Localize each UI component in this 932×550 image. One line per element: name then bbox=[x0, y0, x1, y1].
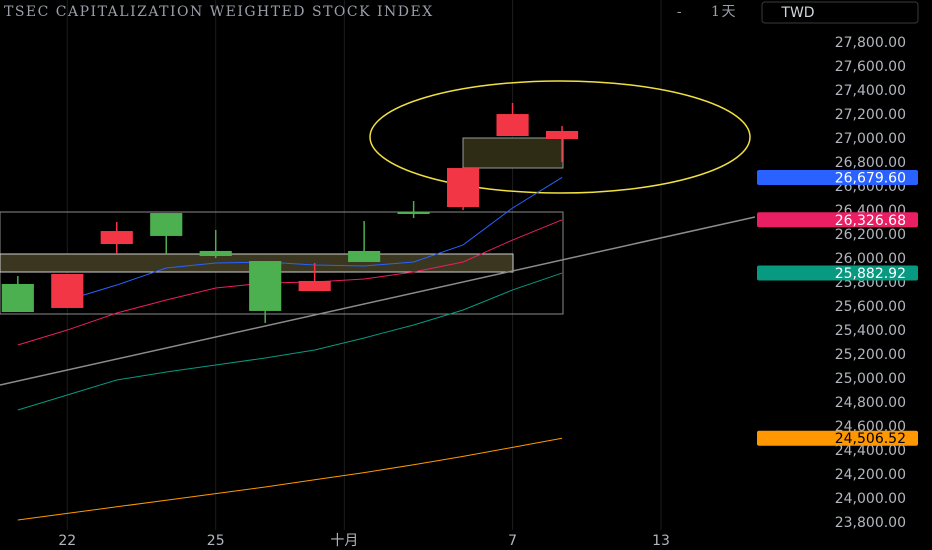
highlight-ellipse bbox=[369, 80, 751, 194]
y-tick-label: 24,400.00 bbox=[835, 443, 906, 459]
price-badge bbox=[757, 212, 918, 228]
candle-body bbox=[199, 250, 232, 256]
candle-body bbox=[447, 168, 480, 208]
trend-line bbox=[0, 216, 756, 386]
y-tick-label: 27,200.00 bbox=[835, 107, 906, 123]
x-tick-label: 7 bbox=[508, 533, 517, 549]
title-separator: - bbox=[677, 4, 683, 20]
moving-average-line bbox=[17, 437, 563, 521]
y-tick-label: 27,800.00 bbox=[835, 35, 906, 51]
x-tick-label: 22 bbox=[58, 533, 76, 549]
y-tick-label: 25,400.00 bbox=[835, 323, 906, 339]
y-tick-label: 26,800.00 bbox=[835, 155, 906, 171]
candle-body bbox=[545, 130, 579, 139]
candle-body bbox=[100, 231, 133, 244]
candle-body bbox=[348, 250, 381, 262]
price-badge-label: 26,679.60 bbox=[835, 170, 906, 186]
price-axis: 22 25 十月 7 13 23,800.00 24,000.00 24,200.00 24,4… bbox=[58, 35, 906, 549]
candle-body bbox=[397, 211, 430, 214]
range-box bbox=[0, 211, 564, 315]
candle-body bbox=[249, 261, 282, 311]
price-badge-label: 24,506.52 bbox=[835, 431, 906, 447]
y-tick-label: 25,000.00 bbox=[835, 371, 906, 387]
y-tick-label: 24,800.00 bbox=[835, 395, 906, 411]
moving-average-line bbox=[17, 219, 563, 346]
candles bbox=[1, 103, 579, 323]
y-tick-label: 23,800.00 bbox=[835, 515, 906, 531]
currency-button[interactable] bbox=[761, 1, 919, 24]
y-tick-label: 25,600.00 bbox=[835, 299, 906, 315]
candle-body bbox=[1, 283, 34, 313]
price-badges: 26,679.60 26,326.68 25,882.92 24,506.52 bbox=[757, 169, 918, 447]
currency[interactable]: TWD bbox=[780, 5, 814, 21]
candle-body bbox=[298, 280, 331, 292]
price-badge-label: 25,882.92 bbox=[835, 266, 906, 282]
candle-body bbox=[150, 213, 183, 236]
gap-box bbox=[462, 137, 564, 169]
y-tick-label: 25,200.00 bbox=[835, 347, 906, 363]
y-tick-label: 27,000.00 bbox=[835, 131, 906, 147]
y-tick-label: 27,400.00 bbox=[835, 83, 906, 99]
price-badge bbox=[757, 169, 918, 185]
candle-body bbox=[51, 274, 84, 308]
candle-body bbox=[496, 114, 529, 136]
moving-average-line bbox=[17, 272, 563, 411]
price-badge-label: 26,326.68 bbox=[835, 213, 906, 229]
x-tick-label: 25 bbox=[207, 533, 225, 549]
y-tick-label: 27,600.00 bbox=[835, 59, 906, 75]
x-tick-label: 十月 bbox=[330, 533, 358, 549]
price-badge bbox=[757, 430, 918, 446]
y-tick-label: 26,000.00 bbox=[835, 251, 906, 267]
price-badge bbox=[757, 265, 918, 281]
y-tick-label: 24,200.00 bbox=[835, 467, 906, 483]
interval: 1天 bbox=[711, 4, 737, 20]
y-tick-label: 24,000.00 bbox=[835, 491, 906, 507]
chart-title: TSEC CAPITALIZATION WEIGHTED STOCK INDEX bbox=[4, 4, 434, 20]
x-tick-label: 13 bbox=[652, 533, 670, 549]
y-tick-label: 26,200.00 bbox=[835, 227, 906, 243]
